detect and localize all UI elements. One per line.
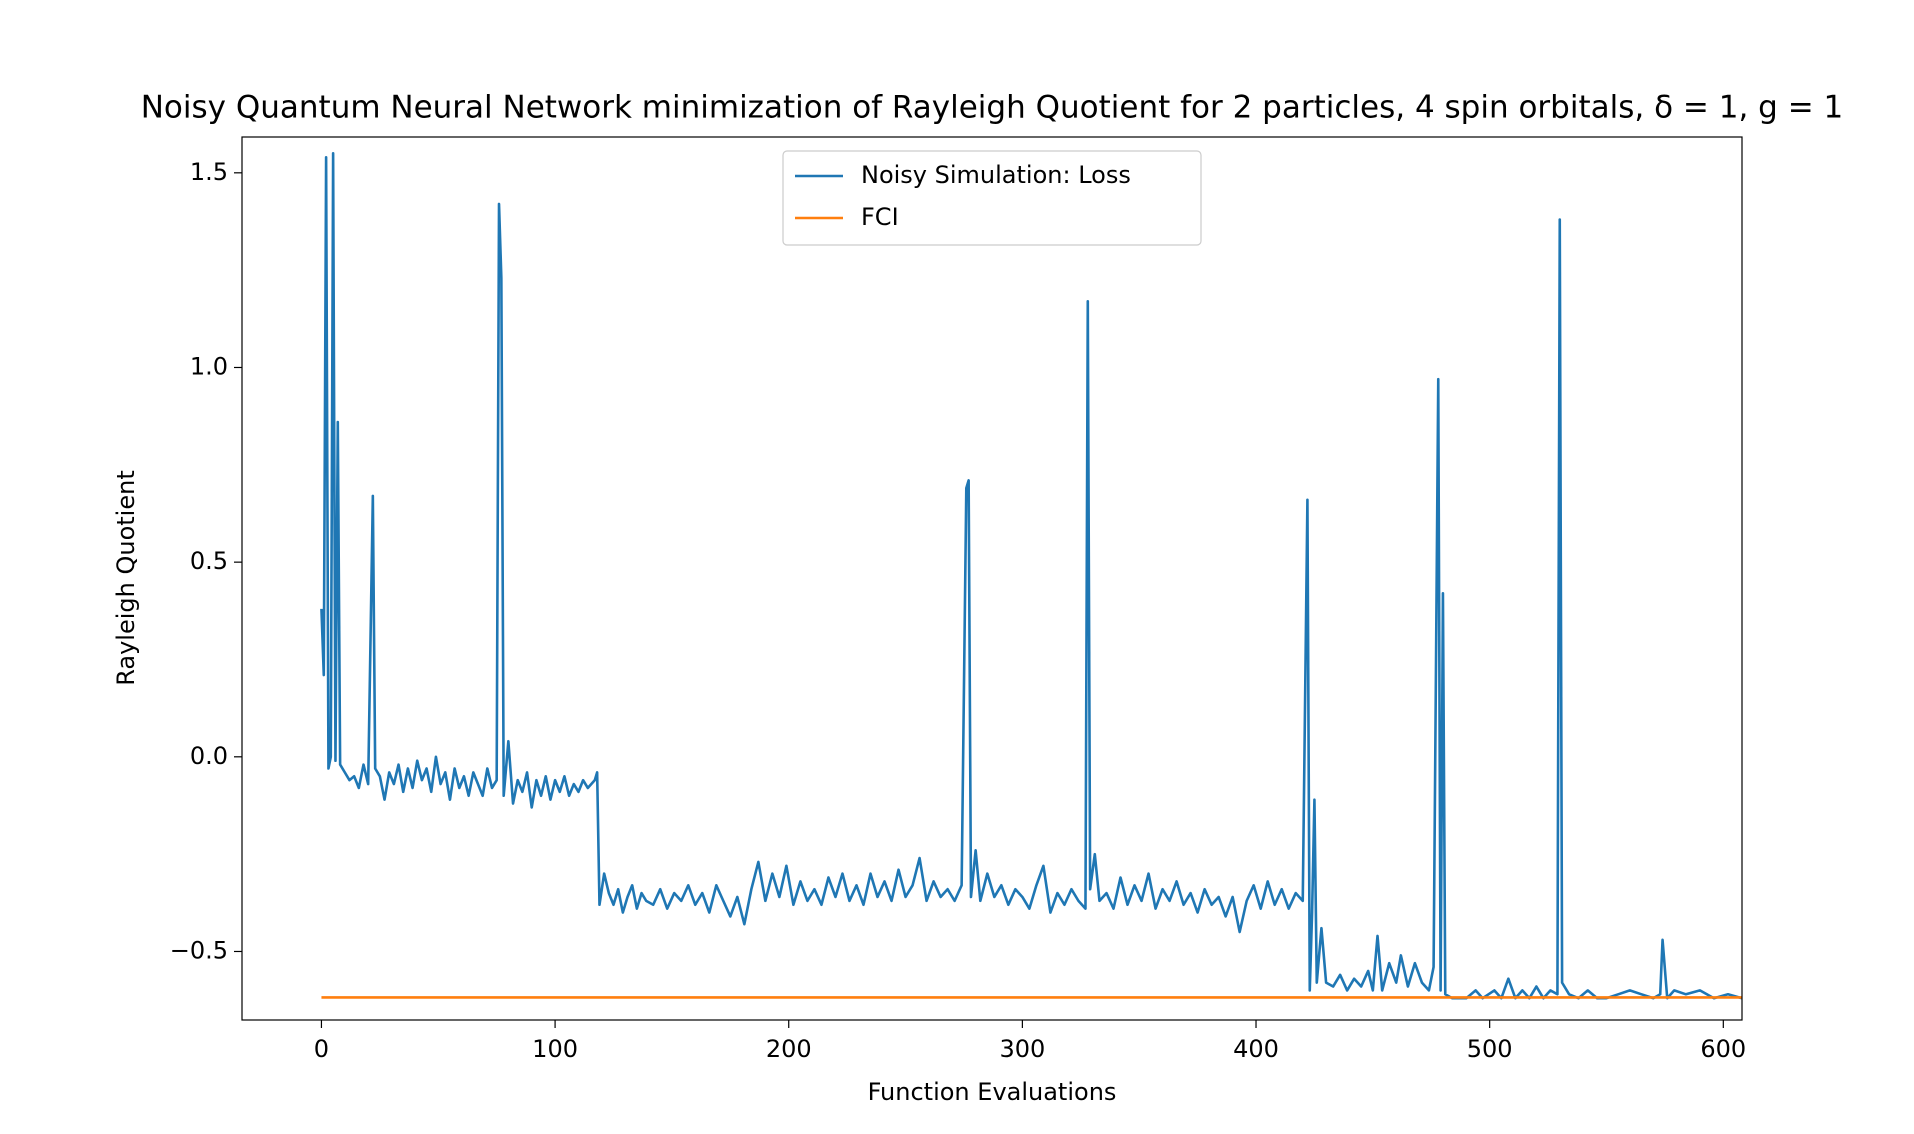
x-tick-label: 300 <box>999 1035 1045 1063</box>
y-axis-label: Rayleigh Quotient <box>112 470 140 685</box>
x-tick-label: 100 <box>532 1035 578 1063</box>
series-line <box>320 152 1742 1000</box>
legend-label: Noisy Simulation: Loss <box>861 161 1131 189</box>
y-tick-label: 1.5 <box>190 158 228 186</box>
legend-box <box>782 150 1202 246</box>
x-tick-label: 200 <box>766 1035 812 1063</box>
y-tick-label: −0.5 <box>170 936 228 964</box>
axes-frame <box>241 136 1743 1021</box>
x-tick-label: 400 <box>1233 1035 1279 1063</box>
y-tick-label: 0.5 <box>190 547 228 575</box>
y-tick-label: 1.0 <box>190 352 228 380</box>
x-tick-label: 0 <box>314 1035 329 1063</box>
x-tick-label: 600 <box>1700 1035 1746 1063</box>
x-tick-label: 500 <box>1467 1035 1513 1063</box>
legend-label: FCI <box>861 203 899 231</box>
chart-title: Noisy Quantum Neural Network minimizatio… <box>141 90 1844 126</box>
y-tick-label: 0.0 <box>190 742 228 770</box>
x-axis-label: Function Evaluations <box>868 1078 1117 1106</box>
